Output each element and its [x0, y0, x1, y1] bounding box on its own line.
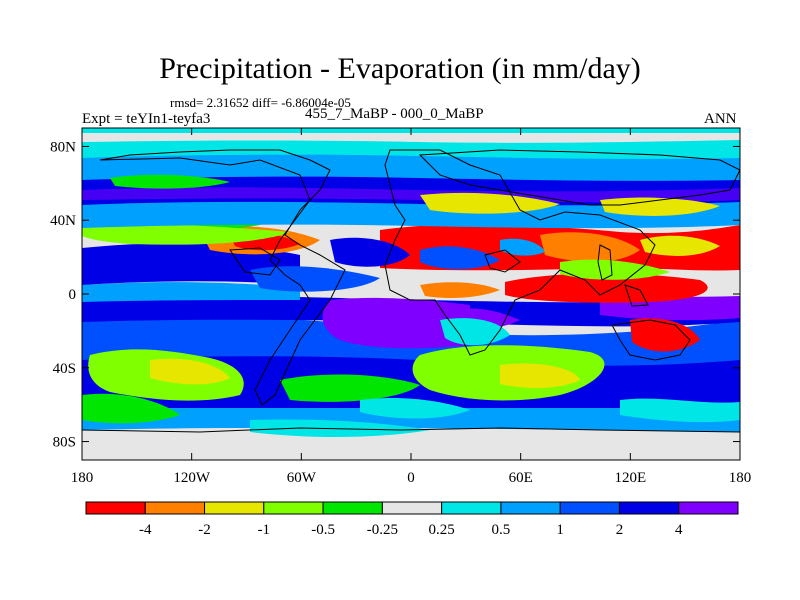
lon-tick-label: 60W [287, 470, 317, 486]
figure-title: Precipitation - Evaporation (in mm/day) [159, 52, 641, 85]
colorbar-label: -0.5 [311, 522, 335, 538]
colorbar: -4 -2 -1 -0.5 -0.25 0.25 0.5 1 2 4 [85, 501, 739, 538]
lat-tick-label: 80S [53, 435, 76, 451]
colorbar-swatch [381, 501, 443, 515]
lon-tick-label: 180 [729, 470, 752, 486]
colorbar-swatch [263, 501, 324, 515]
longitude-axis: 180 120W 60W 0 60E 120E 180 [71, 128, 752, 486]
colorbar-label: 0.25 [429, 522, 455, 538]
colorbar-swatch [85, 501, 146, 515]
colorbar-label: 1 [556, 522, 564, 538]
colorbar-swatch [204, 501, 265, 515]
colorbar-swatch [441, 501, 502, 515]
lat-tick-label: 80N [50, 139, 76, 155]
lon-tick-label: 0 [407, 470, 415, 486]
period-label: 455_7_MaBP - 000_0_MaBP [305, 106, 484, 122]
map-field [82, 128, 740, 460]
latitude-axis: 80N 40N 0 40S 80S [50, 139, 740, 451]
colorbar-label: -2 [198, 522, 211, 538]
colorbar-swatch [678, 501, 739, 515]
colorbar-swatch [559, 501, 620, 515]
colorbar-label: 4 [675, 522, 683, 538]
colorbar-swatch [322, 501, 383, 515]
lon-tick-label: 180 [71, 470, 94, 486]
stats-text: rmsd= 2.31652 diff= -6.86004e-05 [170, 95, 351, 110]
colorbar-label: -1 [258, 522, 271, 538]
colorbar-label: 0.5 [492, 522, 511, 538]
lon-tick-label: 60E [509, 470, 533, 486]
colorbar-swatch [144, 501, 206, 515]
lat-tick-label: 0 [69, 287, 77, 303]
lat-tick-label: 40S [53, 361, 76, 377]
experiment-label: Expt = teYIn1-teyfa3 [82, 111, 211, 127]
season-label: ANN [704, 111, 737, 127]
lat-tick-label: 40N [50, 213, 76, 229]
colorbar-label: -0.25 [367, 522, 398, 538]
colorbar-label: -4 [139, 522, 152, 538]
lon-tick-label: 120E [614, 470, 646, 486]
colorbar-label: 2 [616, 522, 624, 538]
lon-tick-label: 120W [173, 470, 211, 486]
colorbar-swatch [500, 501, 561, 515]
continent-outlines [82, 149, 740, 433]
colorbar-swatch [618, 501, 680, 515]
